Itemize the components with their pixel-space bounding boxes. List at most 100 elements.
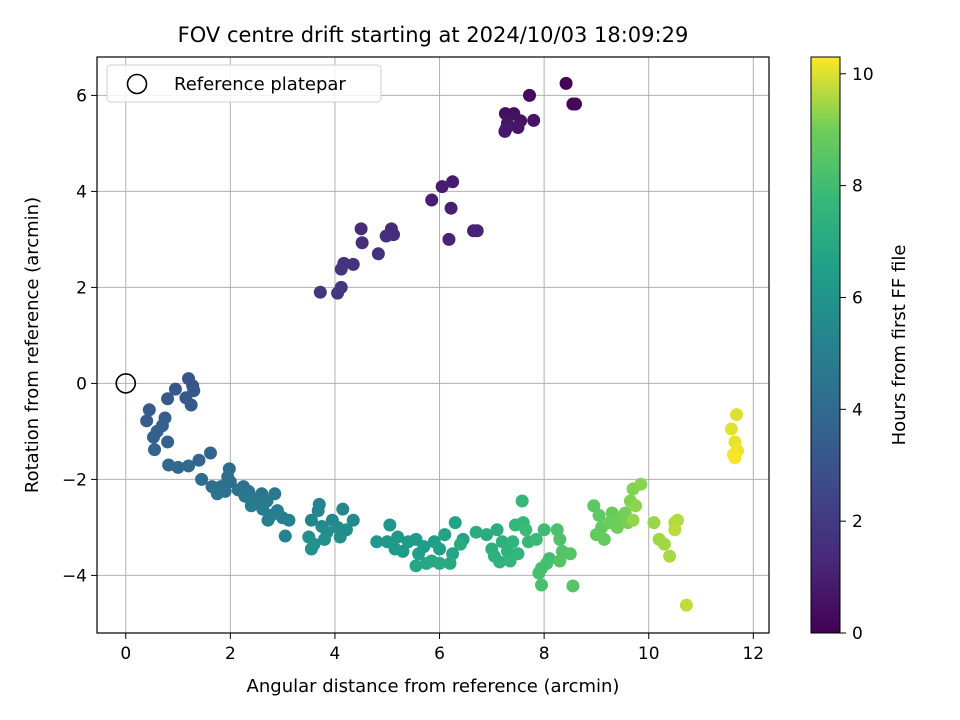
data-point [311, 504, 325, 518]
data-point [435, 180, 449, 194]
data-point [354, 222, 368, 236]
data-point [383, 518, 397, 532]
colorbar-gradient [810, 56, 841, 634]
data-point [161, 435, 175, 449]
data-point [238, 489, 252, 503]
y-tick-label: 2 [76, 278, 87, 298]
colorbar-tick-label: 4 [852, 400, 863, 420]
data-point [657, 537, 671, 551]
data-point [453, 537, 467, 551]
data-point [446, 175, 460, 189]
data-point [244, 499, 258, 513]
data-point [304, 542, 318, 556]
data-point [184, 398, 198, 412]
data-point [515, 494, 529, 508]
data-point [553, 554, 567, 568]
data-point [535, 578, 549, 592]
data-point [195, 472, 209, 486]
data-point [355, 236, 369, 250]
x-tick-label: 4 [330, 644, 341, 664]
grid-lines [97, 57, 769, 633]
data-point [313, 285, 327, 299]
data-point [566, 97, 580, 111]
data-point [493, 555, 507, 569]
x-tick-label: 10 [638, 644, 660, 664]
legend: Reference platepar [106, 64, 382, 103]
data-point [282, 513, 296, 527]
y-tick-label: 4 [76, 182, 87, 202]
colorbar: 0 2 4 6 8 10 Hours from first FF file [810, 56, 910, 644]
data-point [495, 535, 509, 549]
data-point [370, 535, 384, 549]
data-point [443, 556, 457, 570]
y-axis-label: Rotation from reference (arcmin) [22, 197, 43, 493]
data-point [663, 549, 677, 563]
x-axis-ticks: 0 2 4 6 8 10 12 [120, 633, 764, 664]
data-point [540, 556, 554, 570]
data-point [532, 566, 546, 580]
x-tick-label: 6 [434, 644, 445, 664]
data-point [629, 499, 643, 513]
data-point [480, 528, 494, 542]
chart-title: FOV centre drift starting at 2024/10/03 … [178, 23, 689, 47]
data-point [142, 403, 156, 417]
data-point [396, 544, 410, 558]
scatter-points [140, 76, 745, 612]
data-point [171, 460, 185, 474]
y-tick-label: 6 [76, 86, 87, 106]
data-point [587, 499, 601, 513]
colorbar-tick-label: 10 [852, 65, 874, 85]
y-tick-label: −2 [62, 470, 87, 490]
data-point [412, 547, 426, 561]
data-point [503, 554, 517, 568]
data-point [317, 532, 331, 546]
data-point [379, 229, 393, 243]
data-point [529, 532, 543, 546]
data-point [610, 520, 624, 534]
data-point [419, 556, 433, 570]
data-point [728, 451, 742, 465]
data-point [371, 247, 385, 261]
data-point [409, 559, 423, 573]
data-point [433, 556, 447, 570]
data-point [566, 579, 580, 593]
data-point [511, 121, 525, 135]
data-point [730, 408, 744, 422]
legend-entry-label: Reference platepar [174, 74, 346, 95]
data-point [391, 530, 405, 544]
data-point [537, 523, 551, 537]
data-point [146, 430, 160, 444]
data-point [192, 453, 206, 467]
data-point [519, 523, 533, 537]
data-point [724, 422, 738, 436]
data-point [433, 542, 447, 556]
data-point [499, 122, 513, 136]
data-point [334, 262, 348, 276]
colorbar-tick-label: 2 [852, 512, 863, 532]
data-point [490, 523, 504, 537]
colorbar-ticks: 0 2 4 6 8 10 [840, 65, 874, 644]
colorbar-tick-label: 8 [852, 177, 863, 197]
y-tick-label: −4 [62, 566, 87, 586]
data-point [563, 547, 577, 561]
legend-box [106, 64, 382, 103]
data-point [469, 525, 483, 539]
data-point [140, 414, 154, 428]
data-point [679, 598, 693, 612]
data-point [626, 513, 640, 527]
data-point [210, 487, 224, 501]
colorbar-tick-label: 0 [852, 624, 863, 644]
data-point [444, 201, 458, 215]
data-point [559, 76, 573, 90]
reference-point-marker [115, 373, 137, 394]
data-point [261, 513, 275, 527]
plot-frame [96, 56, 770, 634]
y-axis-ticks: −4 −2 0 2 4 6 [62, 86, 97, 586]
data-point [425, 193, 439, 207]
data-point [592, 508, 606, 522]
data-point [203, 446, 217, 460]
data-point [597, 532, 611, 546]
y-tick-label: 0 [76, 374, 87, 394]
data-point [506, 535, 520, 549]
data-point [668, 523, 682, 537]
